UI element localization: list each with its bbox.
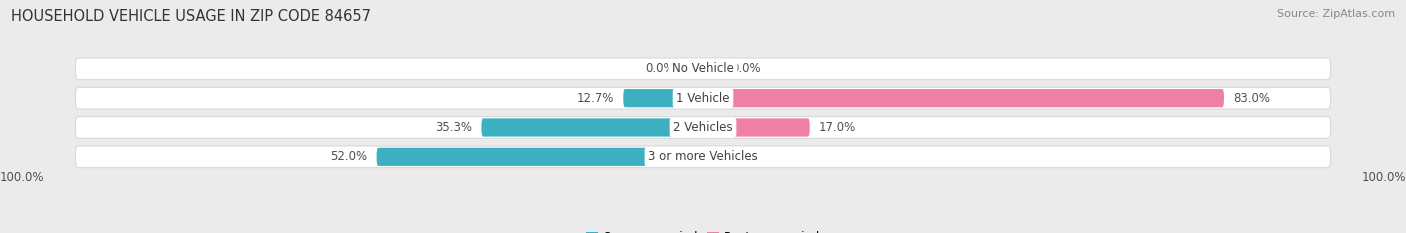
Text: 2 Vehicles: 2 Vehicles: [673, 121, 733, 134]
Text: 12.7%: 12.7%: [576, 92, 614, 105]
FancyBboxPatch shape: [703, 60, 721, 78]
Text: 100.0%: 100.0%: [0, 171, 45, 185]
Text: 17.0%: 17.0%: [820, 121, 856, 134]
Text: 52.0%: 52.0%: [330, 150, 367, 163]
Text: 100.0%: 100.0%: [1361, 171, 1406, 185]
FancyBboxPatch shape: [623, 89, 703, 107]
Text: 0.0%: 0.0%: [731, 150, 761, 163]
FancyBboxPatch shape: [685, 60, 703, 78]
Text: 83.0%: 83.0%: [1233, 92, 1271, 105]
FancyBboxPatch shape: [703, 148, 721, 166]
Text: 1 Vehicle: 1 Vehicle: [676, 92, 730, 105]
FancyBboxPatch shape: [76, 146, 1330, 168]
Text: Source: ZipAtlas.com: Source: ZipAtlas.com: [1277, 9, 1395, 19]
FancyBboxPatch shape: [703, 89, 1225, 107]
FancyBboxPatch shape: [76, 117, 1330, 138]
FancyBboxPatch shape: [76, 87, 1330, 109]
Text: 0.0%: 0.0%: [645, 62, 675, 75]
Text: 3 or more Vehicles: 3 or more Vehicles: [648, 150, 758, 163]
FancyBboxPatch shape: [703, 118, 810, 137]
Text: 0.0%: 0.0%: [731, 62, 761, 75]
FancyBboxPatch shape: [377, 148, 703, 166]
Text: 35.3%: 35.3%: [434, 121, 472, 134]
Text: No Vehicle: No Vehicle: [672, 62, 734, 75]
Text: HOUSEHOLD VEHICLE USAGE IN ZIP CODE 84657: HOUSEHOLD VEHICLE USAGE IN ZIP CODE 8465…: [11, 9, 371, 24]
Legend: Owner-occupied, Renter-occupied: Owner-occupied, Renter-occupied: [586, 231, 820, 233]
FancyBboxPatch shape: [76, 58, 1330, 80]
FancyBboxPatch shape: [481, 118, 703, 137]
